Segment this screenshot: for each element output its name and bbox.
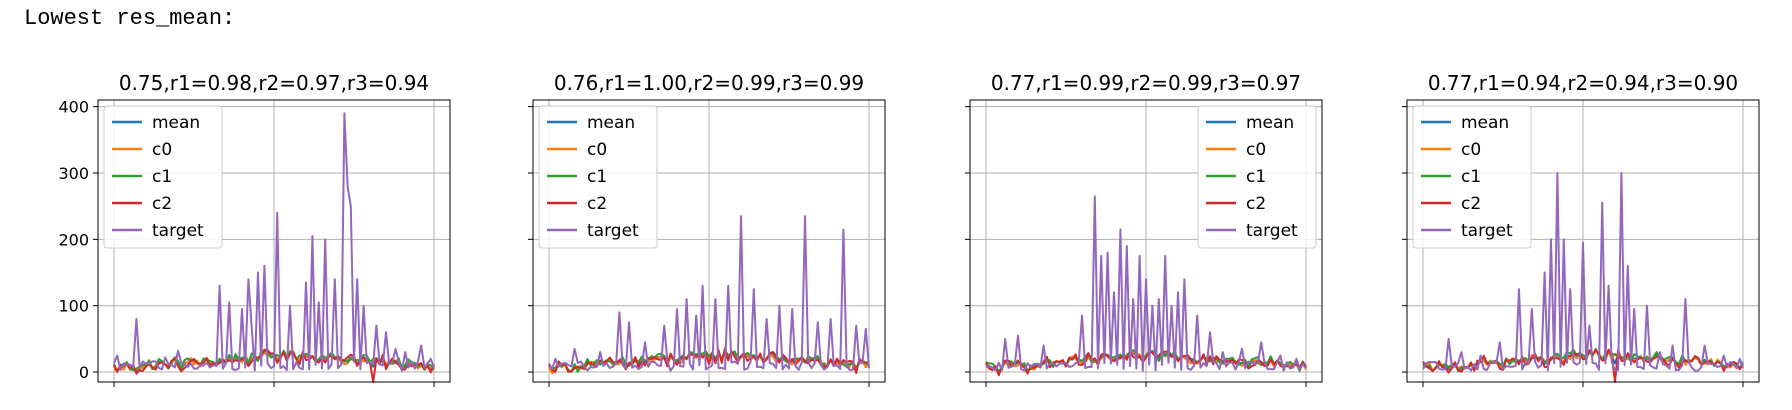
legend-label-mean: mean bbox=[152, 113, 200, 133]
legend-label-mean: mean bbox=[587, 113, 635, 133]
legend-label-target: target bbox=[152, 221, 204, 241]
legend-label-c2: c2 bbox=[587, 194, 607, 214]
legend-box bbox=[538, 105, 658, 249]
legend-label-c1: c1 bbox=[152, 167, 172, 187]
legend-label-c1: c1 bbox=[1461, 167, 1481, 187]
series-line-target bbox=[113, 112, 435, 372]
legend-label-c2: c2 bbox=[152, 194, 172, 214]
legend-label-target: target bbox=[1461, 221, 1513, 241]
legend-box bbox=[103, 105, 223, 249]
series-line-c1 bbox=[985, 349, 1307, 372]
legend: mean c0 c1 c2 target bbox=[538, 105, 658, 249]
y-tick-label: 300 bbox=[58, 164, 89, 183]
series-line-target bbox=[548, 215, 870, 372]
legend: mean c0 c1 c2 target bbox=[1412, 105, 1532, 249]
legend: mean c0 c1 c2 target bbox=[103, 105, 223, 249]
chart-panel-4: 0.77,r1=0.94,r2=0.94,r3=0.90 mean c0 c1 c2 ta… bbox=[1402, 71, 1760, 387]
legend-label-c1: c1 bbox=[587, 167, 607, 187]
legend: mean c0 c1 c2 target bbox=[1197, 105, 1317, 249]
series-line-c2 bbox=[1422, 348, 1744, 383]
y-tick-label: 100 bbox=[58, 297, 89, 316]
chart-title: 0.75,r1=0.98,r2=0.97,r3=0.94 bbox=[119, 71, 429, 95]
legend-label-c2: c2 bbox=[1461, 194, 1481, 214]
chart-title: 0.77,r1=0.94,r2=0.94,r3=0.90 bbox=[1428, 71, 1738, 95]
series-line-target bbox=[1422, 172, 1744, 372]
legend-label-c2: c2 bbox=[1246, 194, 1266, 214]
legend-label-c0: c0 bbox=[1246, 140, 1266, 160]
legend-box bbox=[1412, 105, 1532, 249]
chart-panel-3: 0.77,r1=0.99,r2=0.99,r3=0.97 mean c0 c1 c2 ta… bbox=[965, 71, 1323, 387]
legend-label-target: target bbox=[1246, 221, 1298, 241]
legend-label-target: target bbox=[587, 221, 639, 241]
header-text: Lowest res_mean: bbox=[24, 6, 236, 31]
y-tick-label: 0 bbox=[79, 363, 89, 382]
legend-label-mean: mean bbox=[1246, 113, 1294, 133]
y-tick-label: 400 bbox=[58, 98, 89, 117]
legend-box bbox=[1197, 105, 1317, 249]
legend-label-c1: c1 bbox=[1246, 167, 1266, 187]
legend-label-c0: c0 bbox=[152, 140, 172, 160]
series-line-target bbox=[985, 195, 1307, 372]
chart-panel-2: 0.76,r1=1.00,r2=0.99,r3=0.99 mean c0 c1 c2 ta… bbox=[528, 71, 886, 387]
legend-label-mean: mean bbox=[1461, 113, 1509, 133]
y-tick-label: 200 bbox=[58, 230, 89, 249]
chart-title: 0.77,r1=0.99,r2=0.99,r3=0.97 bbox=[991, 71, 1301, 95]
chart-title: 0.76,r1=1.00,r2=0.99,r3=0.99 bbox=[554, 71, 864, 95]
chart-panel-1: 0.75,r1=0.98,r2=0.97,r3=0.94 0 100 200 300 40… bbox=[58, 71, 451, 387]
legend-label-c0: c0 bbox=[1461, 140, 1481, 160]
legend-label-c0: c0 bbox=[587, 140, 607, 160]
